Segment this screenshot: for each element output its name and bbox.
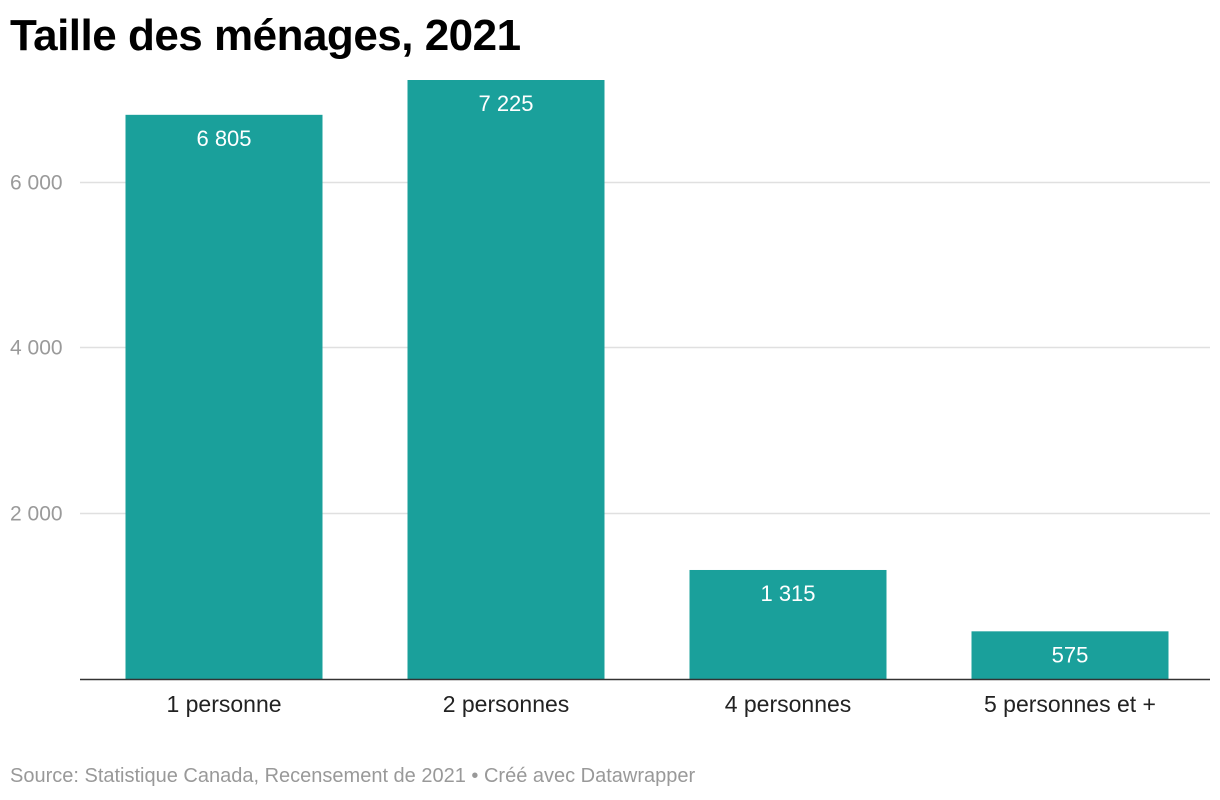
- bar: [125, 114, 323, 680]
- x-tick-label: 5 personnes et +: [984, 691, 1156, 717]
- y-tick-label: 4 000: [10, 337, 63, 360]
- bars: [125, 80, 1169, 680]
- bar-chart: 2 000 4 000 6 000 6 805 7 225 1 315 575 1 per…: [10, 80, 1210, 717]
- data-labels: 6 805 7 225 1 315 575: [196, 91, 1088, 667]
- bar: [971, 631, 1169, 679]
- chart-title: Taille des ménages, 2021: [10, 11, 521, 60]
- y-tick-label: 6 000: [10, 172, 63, 195]
- x-tick-label: 2 personnes: [443, 691, 570, 717]
- x-tick-label: 1 personne: [166, 691, 281, 717]
- bar: [689, 569, 887, 679]
- data-label: 6 805: [196, 126, 251, 151]
- data-label: 1 315: [760, 581, 815, 606]
- x-axis-labels: 1 personne 2 personnes 4 personnes 5 person…: [80, 678, 1210, 717]
- data-label: 575: [1052, 642, 1089, 667]
- source-note: Source: Statistique Canada, Recensement …: [10, 765, 696, 787]
- y-tick-label: 2 000: [10, 503, 63, 526]
- data-label: 7 225: [478, 91, 533, 116]
- x-tick-label: 4 personnes: [725, 691, 852, 717]
- bar: [407, 80, 605, 679]
